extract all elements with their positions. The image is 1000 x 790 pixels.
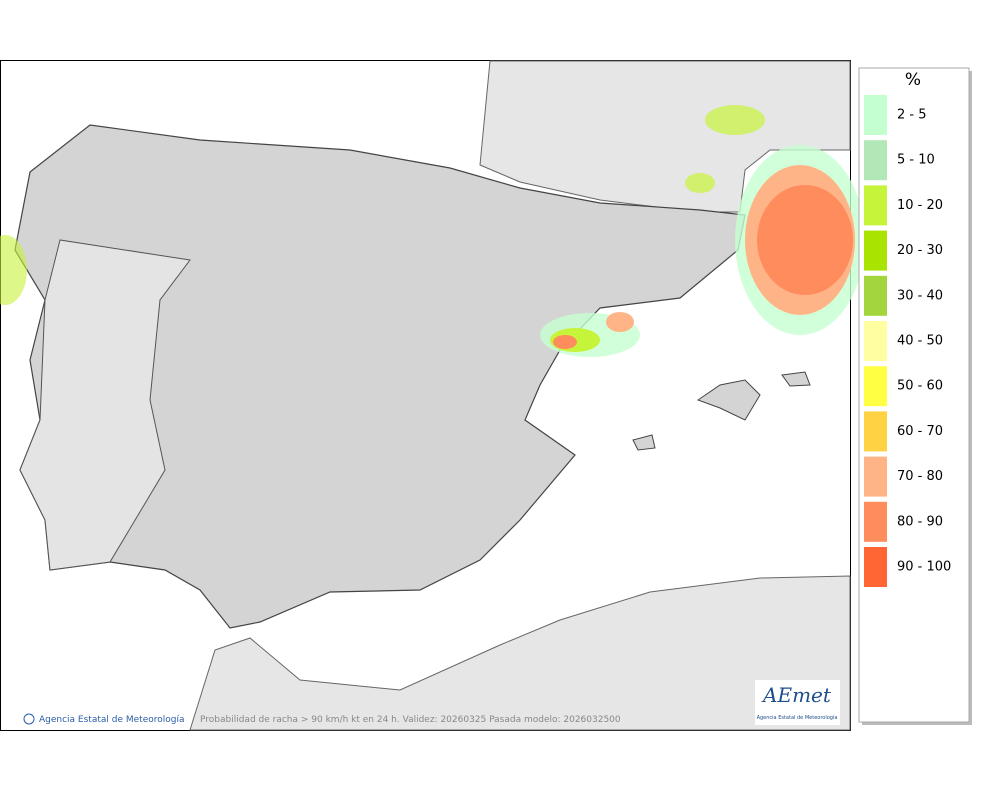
gust-area (705, 105, 765, 135)
caption: Probabilidad de racha > 90 km/h kt en 24… (200, 715, 621, 725)
logo: AEmet (761, 683, 832, 707)
legend-label: 90 - 100 (897, 560, 951, 575)
menorca (781, 371, 811, 387)
legend: % 2 - 5 5 - 10 10 - 20 20 - 30 30 - 40 40 - 5… (858, 67, 972, 725)
legend-swatch (864, 230, 887, 271)
logo-box (755, 680, 840, 725)
credit: Agencia Estatal de Meteorología (39, 715, 185, 725)
legend-label: 50 - 60 (897, 379, 943, 394)
ibiza (632, 434, 656, 451)
legend-swatch (864, 501, 887, 542)
legend-label: 10 - 20 (897, 198, 943, 213)
legend-label: 80 - 90 (897, 514, 943, 529)
gust-area (606, 312, 634, 332)
legend-label: 5 - 10 (897, 153, 935, 168)
legend-label: 2 - 5 (897, 108, 927, 123)
mallorca (696, 379, 761, 421)
gust-area (0, 235, 27, 305)
portugal (19, 239, 191, 571)
legend-swatch (864, 411, 887, 452)
legend-label: 20 - 30 (897, 243, 943, 258)
legend-swatch (864, 275, 887, 316)
legend-swatch (864, 366, 887, 407)
map: Agencia Estatal de Meteorología Probabil… (0, 60, 865, 731)
legend-label: 30 - 40 (897, 288, 943, 303)
legend-swatch (864, 547, 887, 587)
africa (189, 575, 851, 731)
gust-area (685, 173, 715, 193)
gust-area (553, 335, 577, 349)
gust-area (757, 185, 853, 295)
legend-swatch (864, 456, 887, 497)
legend-label: 60 - 70 (897, 424, 943, 439)
legend-label: 40 - 50 (897, 334, 943, 349)
legend-swatch (864, 321, 887, 361)
logo-subtitle: Agencia Estatal de Meteorología (757, 714, 838, 721)
legend-swatch (864, 95, 887, 135)
copyright-icon (23, 713, 35, 725)
legend-label: 70 - 80 (897, 469, 943, 484)
legend-title: % (905, 70, 921, 90)
legend-swatch (864, 140, 887, 181)
legend-swatch (864, 185, 887, 226)
